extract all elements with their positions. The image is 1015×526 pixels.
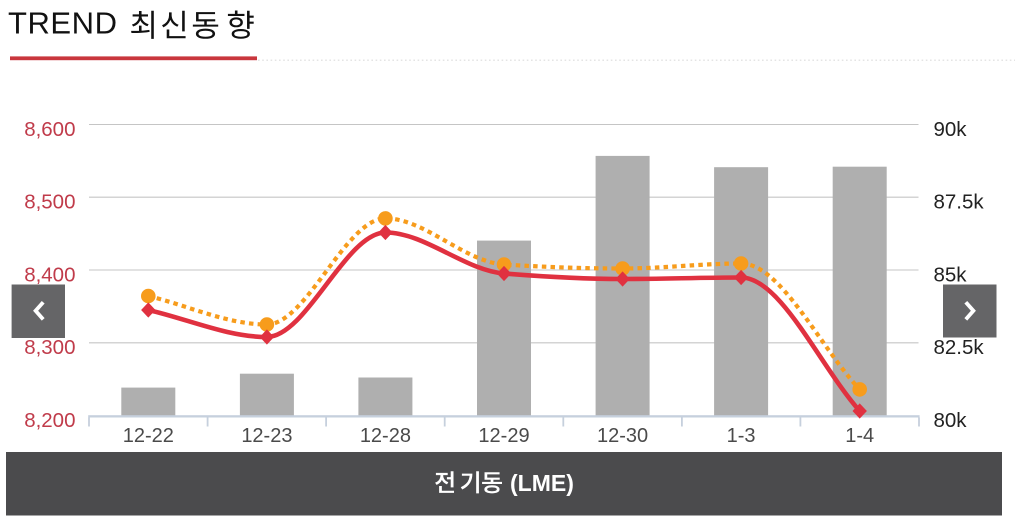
svg-text:90k: 90k — [934, 118, 968, 141]
svg-text:8,300: 8,300 — [24, 336, 75, 359]
svg-text:80k: 80k — [934, 409, 968, 432]
svg-text:8,500: 8,500 — [24, 191, 75, 214]
svg-text:8,600: 8,600 — [24, 118, 75, 141]
svg-text:12-30: 12-30 — [597, 425, 648, 447]
svg-text:82.5k: 82.5k — [934, 336, 985, 359]
svg-text:TREND: TREND — [8, 5, 118, 40]
svg-text:(LME): (LME) — [510, 470, 574, 496]
svg-text:1-4: 1-4 — [845, 425, 874, 447]
svg-text:12-23: 12-23 — [241, 425, 292, 447]
svg-text:1-3: 1-3 — [727, 425, 756, 447]
svg-text:85k: 85k — [934, 263, 968, 286]
svg-text:8,200: 8,200 — [24, 409, 75, 432]
svg-text:8,400: 8,400 — [24, 263, 75, 286]
svg-text:12-28: 12-28 — [360, 425, 411, 447]
svg-text:12-29: 12-29 — [478, 425, 529, 447]
svg-text:12-22: 12-22 — [123, 425, 174, 447]
svg-text:87.5k: 87.5k — [934, 191, 985, 214]
